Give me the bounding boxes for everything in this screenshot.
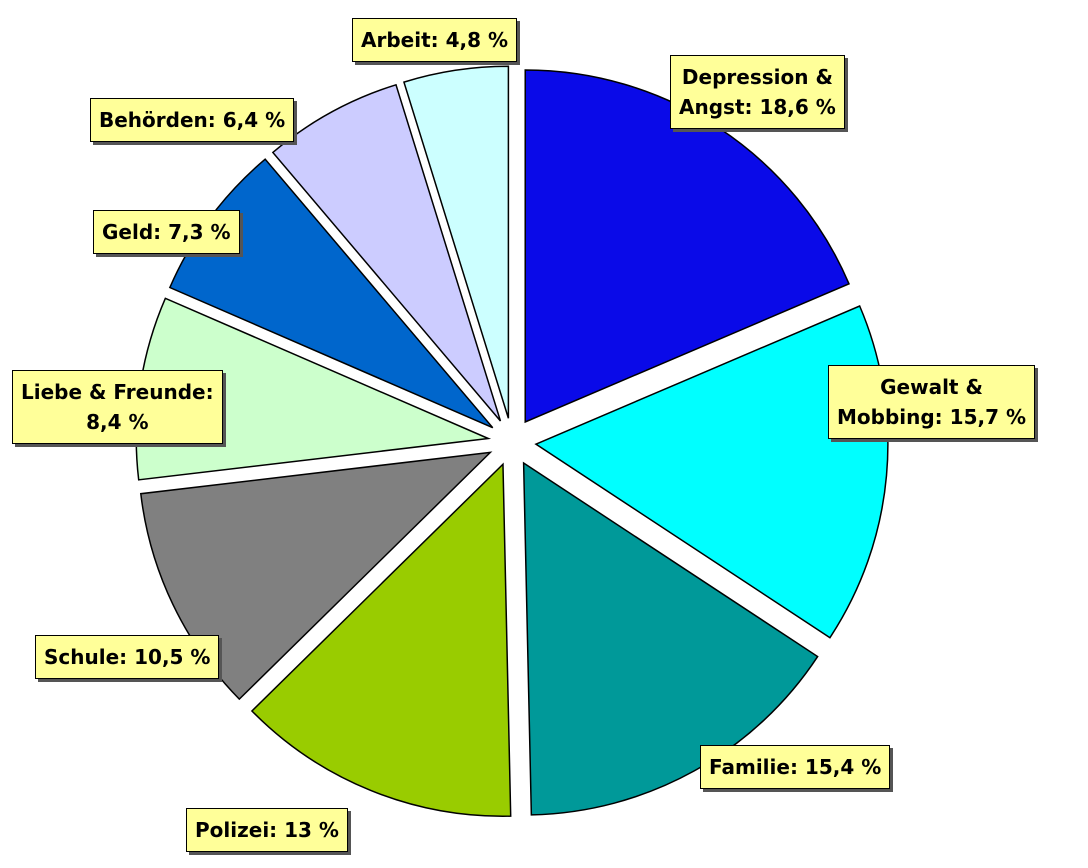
data-label: Familie: 15,4 %: [700, 745, 891, 789]
pie-slice: [403, 65, 510, 419]
data-label: Gewalt & Mobbing: 15,7 %: [828, 365, 1035, 439]
data-label: Depression & Angst: 18,6 %: [670, 55, 845, 129]
pie-slice: [139, 451, 493, 701]
pie-slice: [522, 461, 819, 816]
pie-slice: [271, 83, 502, 422]
data-label: Arbeit: 4,8 %: [352, 18, 518, 62]
data-label: Behörden: 6,4 %: [90, 98, 295, 142]
data-label: Schule: 10,5 %: [35, 635, 220, 679]
data-label: Liebe & Freunde: 8,4 %: [12, 370, 223, 444]
pie-slice: [534, 305, 889, 639]
data-label: Polizei: 13 %: [186, 808, 348, 852]
data-label: Geld: 7,3 %: [93, 210, 240, 254]
pie-slice: [250, 462, 512, 817]
